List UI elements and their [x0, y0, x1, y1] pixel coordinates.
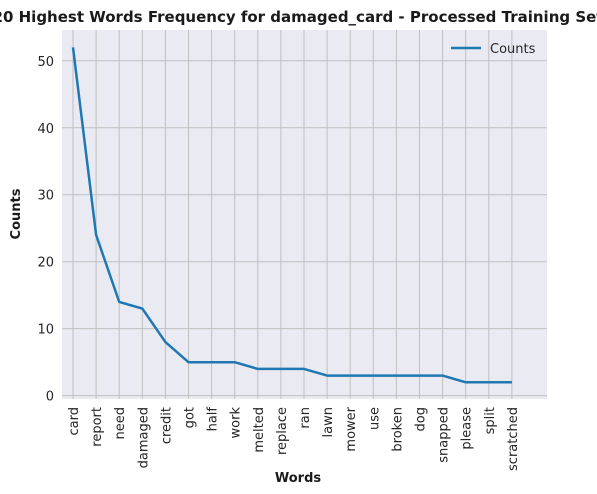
x-tick-label: broken — [390, 407, 405, 452]
y-tick-labels: 0 10 20 30 40 50 — [37, 55, 54, 405]
x-tick-label: replace — [275, 407, 290, 455]
x-tick-label: lawn — [321, 407, 336, 437]
series-group — [71, 47, 512, 384]
x-tick-label: use — [367, 407, 382, 430]
y-tick-label: 40 — [37, 122, 54, 137]
x-axis-label: Words — [275, 471, 322, 486]
x-tick-label: damaged — [136, 407, 151, 468]
x-tick-label: melted — [252, 407, 267, 453]
series-line-counts — [71, 47, 512, 384]
y-tick-label: 30 — [37, 189, 54, 204]
x-tick-label: dog — [414, 407, 429, 431]
x-tick-label: report — [90, 407, 105, 447]
legend: Counts — [451, 42, 536, 57]
y-tick-label: 10 — [37, 323, 54, 338]
x-tick-labels: card report need damaged credit got half work me… — [67, 406, 521, 471]
x-gridlines — [72, 30, 513, 399]
x-tick-label: split — [483, 407, 498, 434]
y-tick-label: 50 — [37, 55, 54, 70]
y-tick-label: 0 — [46, 390, 54, 405]
x-tick-label: need — [113, 407, 128, 440]
x-tick-label: got — [183, 407, 198, 428]
x-tick-label: ran — [298, 407, 313, 429]
y-tick-label: 20 — [37, 256, 54, 271]
x-tick-label: work — [229, 407, 244, 439]
x-tick-label: mower — [344, 406, 359, 451]
x-tick-label: credit — [159, 407, 174, 444]
x-tick-label: scratched — [506, 407, 521, 471]
x-tick-label: please — [460, 407, 475, 450]
x-tick-label: half — [206, 407, 221, 432]
legend-label-counts: Counts — [490, 42, 536, 57]
chart-title: 20 Highest Words Frequency for damaged_c… — [0, 8, 597, 26]
x-tick-label: snapped — [437, 407, 452, 463]
x-tick-label: card — [67, 407, 82, 435]
y-axis-label: Counts — [9, 188, 24, 239]
y-gridlines — [62, 60, 547, 397]
